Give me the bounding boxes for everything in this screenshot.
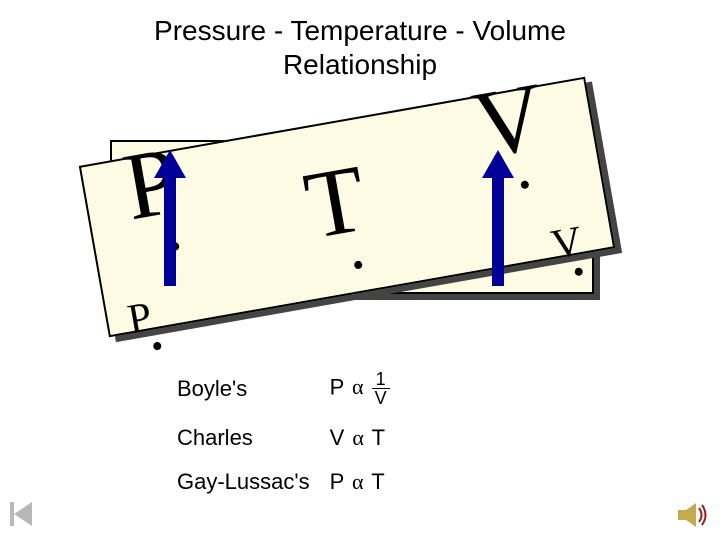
proportional-icon: α xyxy=(350,374,366,400)
formula-fraction: 1 V xyxy=(372,370,390,407)
formula-lhs: P xyxy=(330,469,344,494)
law-name: Gay-Lussac's xyxy=(177,461,328,503)
pivot-t xyxy=(354,260,363,269)
table-row: Boyle's P α 1 V xyxy=(177,362,408,415)
law-formula: P α T xyxy=(330,461,408,503)
slide-title: Pressure - Temperature - Volume Relation… xyxy=(0,14,720,81)
law-name: Boyle's xyxy=(177,362,328,415)
formula-rhs: T xyxy=(371,469,384,494)
law-formula: P α 1 V xyxy=(330,362,408,415)
formula-lhs: P xyxy=(330,374,344,399)
table-row: Charles V α T xyxy=(177,417,408,459)
proportional-icon: α xyxy=(350,425,366,451)
proportional-icon: α xyxy=(350,469,366,495)
seesaw-front-card: P T V P V xyxy=(79,77,615,338)
gas-laws-table: Boyle's P α 1 V Charles V α T Gay-Lussac… xyxy=(175,360,410,505)
slide: Pressure - Temperature - Volume Relation… xyxy=(0,0,720,540)
speaker-icon[interactable] xyxy=(676,500,710,530)
title-line-2: Relationship xyxy=(283,49,437,80)
fraction-num: 1 xyxy=(372,370,390,389)
formula-rhs: T xyxy=(372,425,385,450)
small-letter-p: P xyxy=(124,293,155,344)
fraction-den: V xyxy=(372,389,390,407)
law-name: Charles xyxy=(177,417,328,459)
table-row: Gay-Lussac's P α T xyxy=(177,461,408,503)
formula-lhs: V xyxy=(330,425,345,450)
big-letter-t: T xyxy=(297,142,374,261)
title-line-1: Pressure - Temperature - Volume xyxy=(154,15,566,46)
law-formula: V α T xyxy=(330,417,408,459)
pivot-small-p xyxy=(153,341,162,350)
prev-slide-icon[interactable] xyxy=(14,502,32,526)
pivot-v xyxy=(520,180,529,189)
